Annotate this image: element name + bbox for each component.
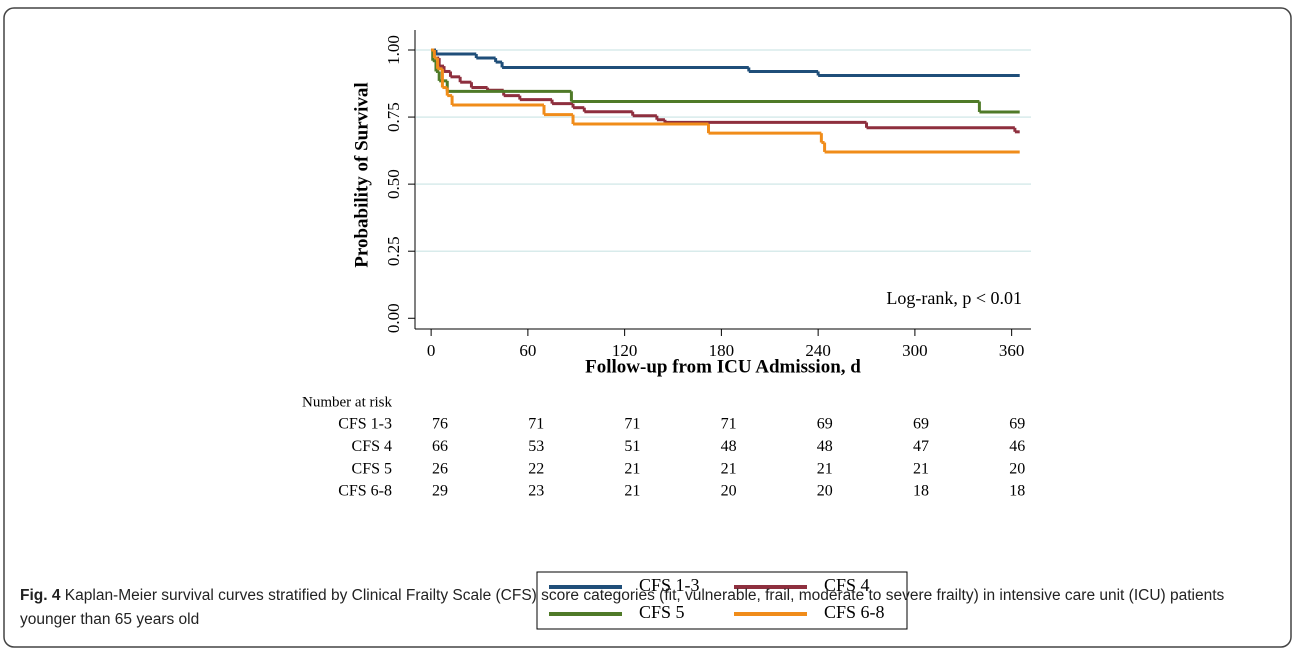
risk-value: 26 <box>432 460 448 477</box>
y-tick-label: 0.75 <box>384 102 403 132</box>
risk-value: 18 <box>1009 483 1025 500</box>
risk-value: 76 <box>432 416 448 433</box>
risk-value: 48 <box>817 438 833 455</box>
risk-value: 21 <box>624 460 640 477</box>
risk-value: 71 <box>721 416 737 433</box>
risk-value: 48 <box>721 438 737 455</box>
risk-value: 21 <box>624 483 640 500</box>
risk-row-label: CFS 4 <box>352 438 392 455</box>
legend-label: CFS 1-3 <box>639 575 700 595</box>
risk-table-title: Number at risk <box>302 394 392 410</box>
risk-value: 69 <box>913 416 929 433</box>
y-tick-label: 0.25 <box>384 236 403 266</box>
risk-value: 21 <box>721 460 737 477</box>
frame <box>3 7 1292 648</box>
x-tick-label: 180 <box>709 341 735 360</box>
caption-label: Fig. 4 <box>20 587 61 604</box>
x-tick-label: 300 <box>902 341 928 360</box>
risk-value: 29 <box>432 483 448 500</box>
legend-label: CFS 6-8 <box>824 602 885 622</box>
risk-value: 53 <box>528 438 544 455</box>
risk-value: 20 <box>1009 460 1025 477</box>
risk-value: 69 <box>1009 416 1025 433</box>
risk-value: 23 <box>528 483 544 500</box>
y-tick-label: 1.00 <box>384 35 403 65</box>
x-tick-label: 360 <box>999 341 1025 360</box>
caption-text: Kaplan-Meier survival curves stratified … <box>20 587 1225 628</box>
risk-value: 66 <box>432 438 448 455</box>
risk-row-label: CFS 6-8 <box>338 483 392 500</box>
risk-value: 21 <box>817 460 833 477</box>
risk-value: 47 <box>913 438 929 455</box>
risk-value: 20 <box>721 483 737 500</box>
risk-value: 71 <box>624 416 640 433</box>
risk-value: 69 <box>817 416 833 433</box>
risk-value: 20 <box>817 483 833 500</box>
risk-value: 22 <box>528 460 544 477</box>
y-tick-label: 0.00 <box>384 303 403 333</box>
risk-value: 21 <box>913 460 929 477</box>
x-tick-label: 0 <box>427 341 436 360</box>
legend-label: CFS 4 <box>824 575 870 595</box>
risk-value: 51 <box>624 438 640 455</box>
y-tick-label: 0.50 <box>384 169 403 199</box>
risk-row-label: CFS 5 <box>352 460 392 477</box>
annotation: Log-rank, p < 0.01 <box>886 288 1022 308</box>
risk-value: 46 <box>1009 438 1025 455</box>
risk-row-label: CFS 1-3 <box>338 416 392 433</box>
y-axis-title: Probability of Survival <box>351 82 372 267</box>
x-tick-label: 120 <box>612 341 638 360</box>
caption: Fig. 4 Kaplan-Meier survival curves stra… <box>20 584 1270 632</box>
x-tick-label: 60 <box>519 341 536 360</box>
risk-value: 71 <box>528 416 544 433</box>
x-axis-title: Follow-up from ICU Admission, d <box>585 356 861 377</box>
legend <box>536 571 908 630</box>
legend-label: CFS 5 <box>639 602 685 622</box>
x-tick-label: 240 <box>805 341 831 360</box>
risk-value: 18 <box>913 483 929 500</box>
